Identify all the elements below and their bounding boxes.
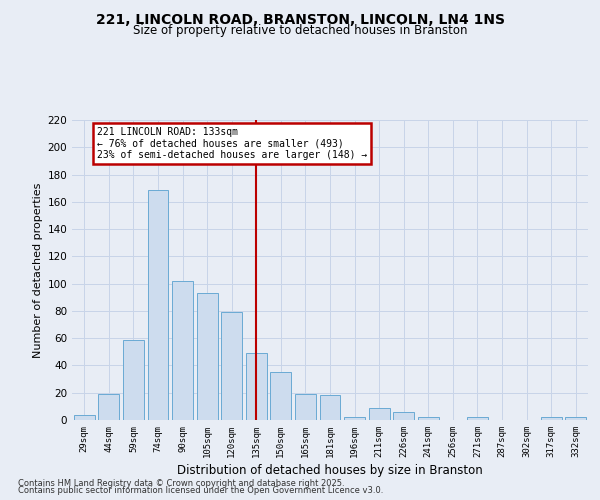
Bar <box>172 281 193 420</box>
Bar <box>123 340 144 420</box>
Bar <box>541 418 562 420</box>
Text: 221, LINCOLN ROAD, BRANSTON, LINCOLN, LN4 1NS: 221, LINCOLN ROAD, BRANSTON, LINCOLN, LN… <box>95 12 505 26</box>
Bar <box>197 293 218 420</box>
Bar <box>418 418 439 420</box>
Bar <box>565 418 586 420</box>
Bar <box>246 353 267 420</box>
Bar <box>467 418 488 420</box>
Text: Contains public sector information licensed under the Open Government Licence v3: Contains public sector information licen… <box>18 486 383 495</box>
Bar <box>368 408 389 420</box>
Bar <box>344 418 365 420</box>
Y-axis label: Number of detached properties: Number of detached properties <box>33 182 43 358</box>
Text: 221 LINCOLN ROAD: 133sqm
← 76% of detached houses are smaller (493)
23% of semi-: 221 LINCOLN ROAD: 133sqm ← 76% of detach… <box>97 127 367 160</box>
Bar <box>148 190 169 420</box>
Bar <box>295 394 316 420</box>
X-axis label: Distribution of detached houses by size in Branston: Distribution of detached houses by size … <box>177 464 483 477</box>
Bar <box>393 412 414 420</box>
Bar <box>74 414 95 420</box>
Text: Contains HM Land Registry data © Crown copyright and database right 2025.: Contains HM Land Registry data © Crown c… <box>18 478 344 488</box>
Text: Size of property relative to detached houses in Branston: Size of property relative to detached ho… <box>133 24 467 37</box>
Bar <box>271 372 292 420</box>
Bar <box>98 394 119 420</box>
Bar <box>320 396 340 420</box>
Bar <box>221 312 242 420</box>
